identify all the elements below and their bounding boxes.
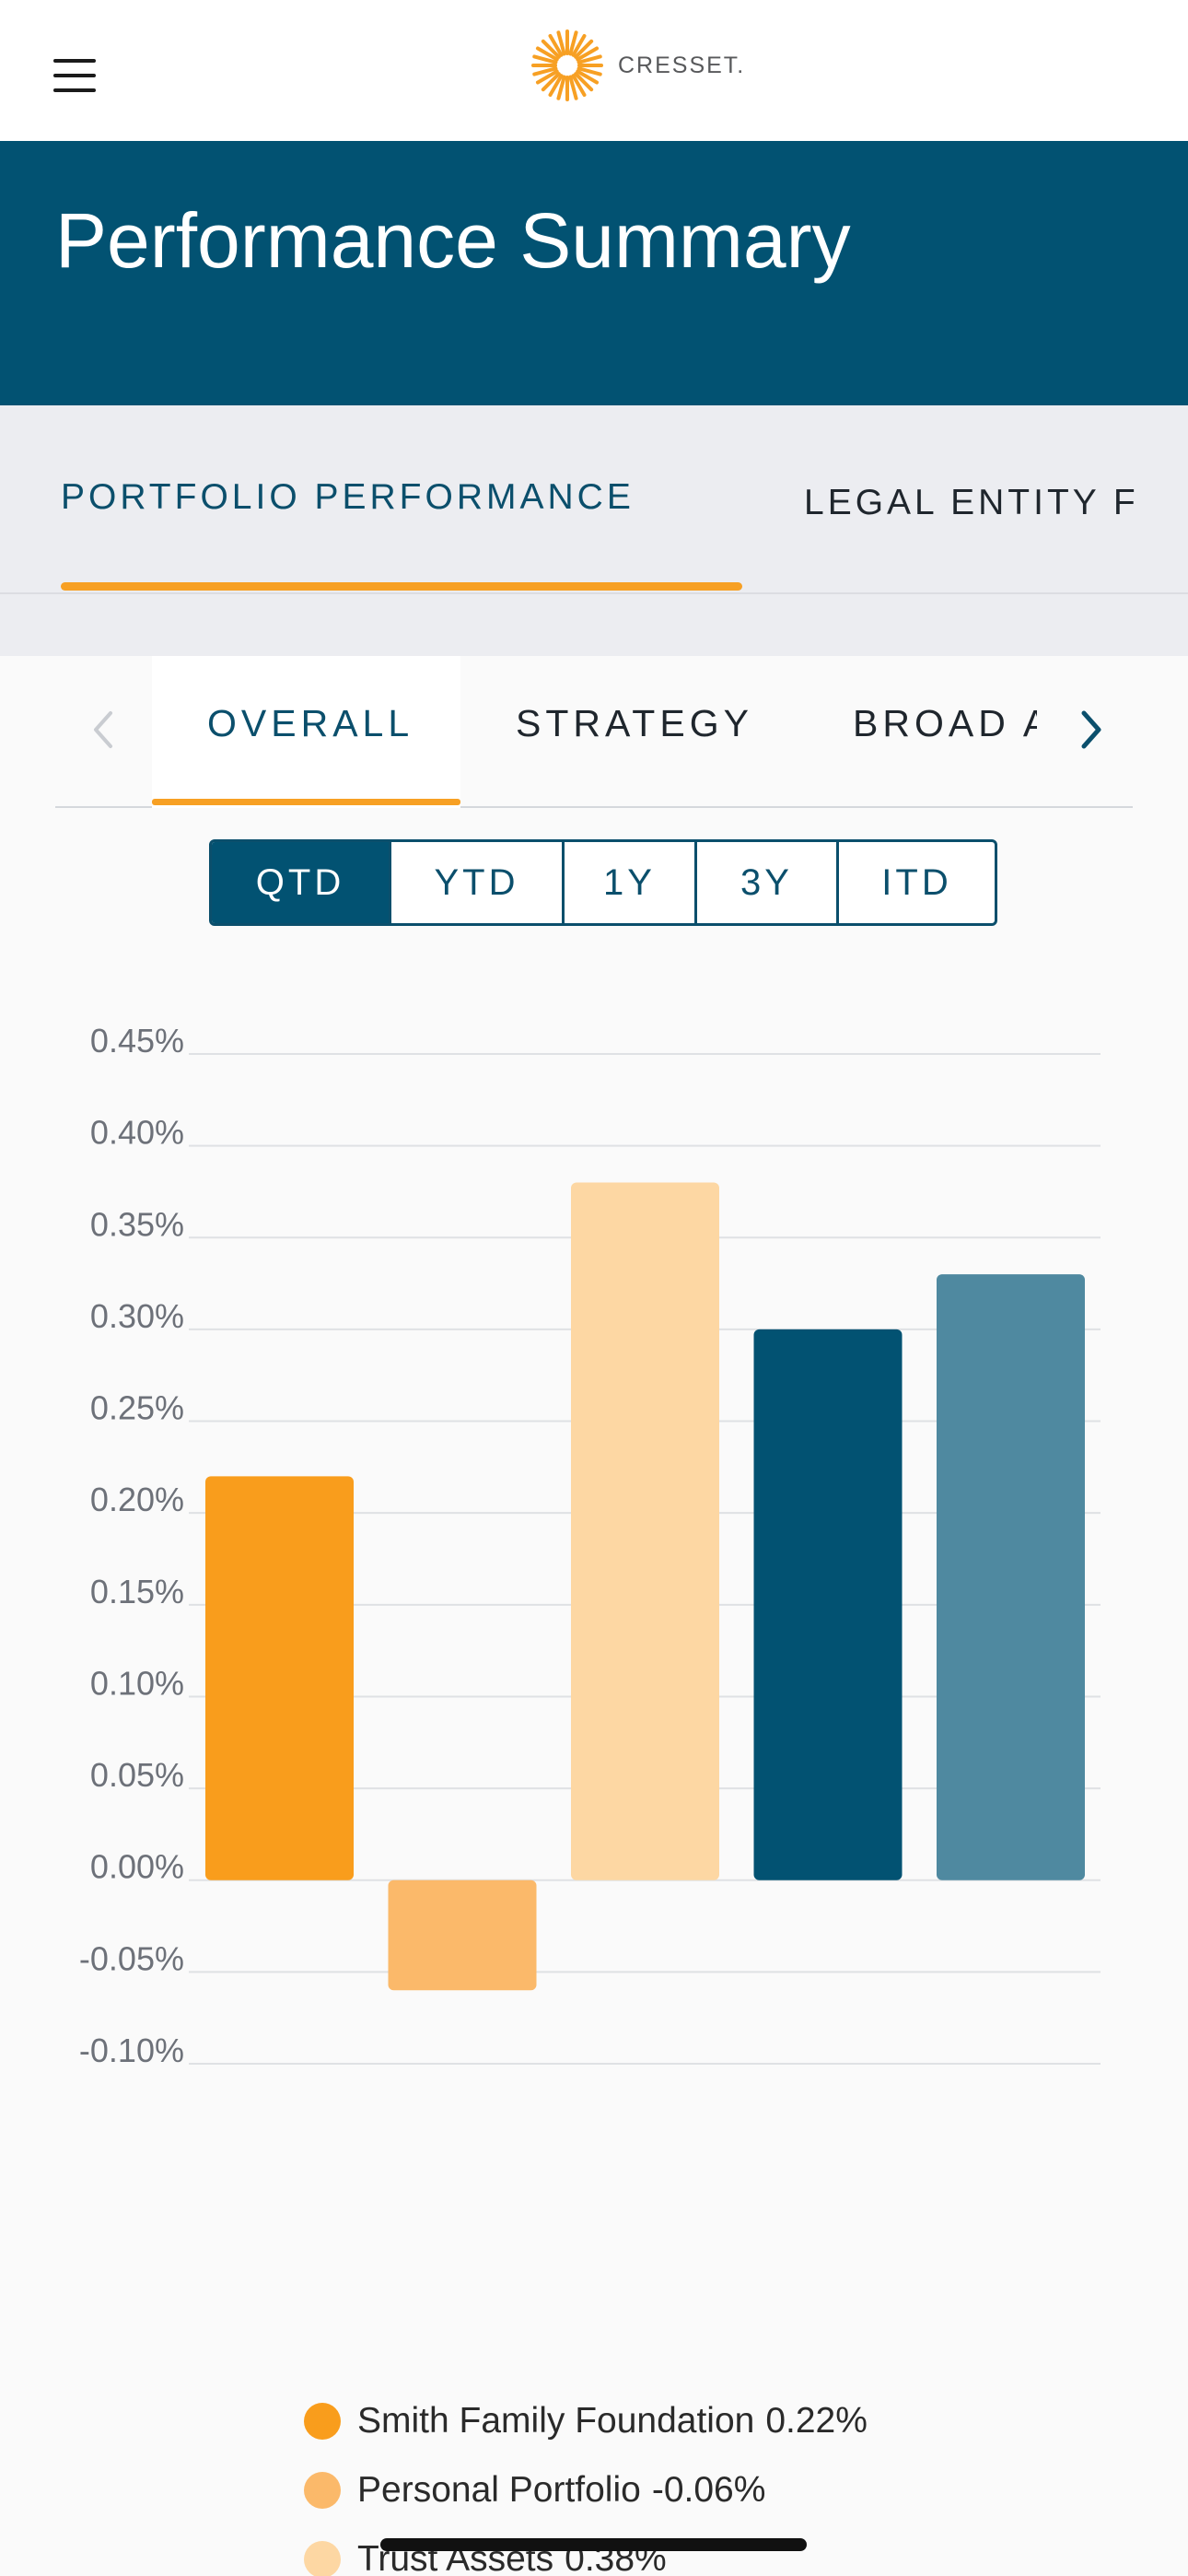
y-tick-label: 0.10% — [90, 1664, 184, 1702]
page-title: Performance Summary — [55, 197, 851, 284]
y-tick-label: 0.35% — [90, 1205, 184, 1243]
y-tick-label: 0.45% — [90, 1022, 184, 1060]
period-qtd-button[interactable]: QTD — [212, 842, 391, 923]
legend-item[interactable]: Personal Portfolio -0.06% — [304, 2455, 868, 2524]
y-tick-label: 0.40% — [90, 1114, 184, 1152]
performance-chart: 0.45% 0.40% 0.35% 0.30% 0.25% 0.20% 0.15% 0.10%… — [0, 988, 1188, 2204]
chevron-left-icon[interactable] — [85, 702, 122, 757]
home-indicator — [380, 2538, 807, 2551]
legend-dot — [304, 2471, 341, 2509]
bar-chart: 0.45% 0.40% 0.35% 0.30% 0.25% 0.20% 0.15% 0.10%… — [79, 1022, 1101, 2069]
sub-tab-strategy[interactable]: STRATEGY — [516, 702, 753, 744]
performance-content: OVERALL STRATEGY BROAD A QTD YTD 1Y 3Y I… — [0, 656, 1188, 2576]
chart-bar[interactable] — [205, 1476, 354, 1880]
main-tabs: PORTFOLIO PERFORMANCE LEGAL ENTITY F — [0, 405, 1188, 656]
y-tick-label: 0.15% — [90, 1573, 184, 1610]
sub-tabs: OVERALL STRATEGY BROAD A — [55, 656, 1133, 808]
y-tick-label: 0.05% — [90, 1756, 184, 1794]
chart-bar[interactable] — [753, 1329, 903, 1880]
chart-bar[interactable] — [937, 1274, 1085, 1880]
period-ytd-button[interactable]: YTD — [391, 842, 565, 923]
tab-portfolio-performance[interactable]: PORTFOLIO PERFORMANCE — [61, 477, 635, 517]
sub-tab-overall[interactable]: OVERALL — [207, 702, 414, 744]
y-tick-label: 0.00% — [90, 1848, 184, 1886]
legend-label: Personal Portfolio — [357, 2469, 641, 2510]
y-tick-label: 0.20% — [90, 1481, 184, 1518]
legend-item[interactable]: Smith Family Foundation 0.22% — [304, 2386, 868, 2455]
tab-divider — [0, 592, 1188, 594]
active-tab-indicator — [61, 582, 742, 591]
title-banner: Performance Summary — [0, 141, 1188, 405]
legend-dot — [304, 2402, 341, 2440]
top-header: CRESSET. — [0, 0, 1188, 141]
period-itd-button[interactable]: ITD — [881, 861, 952, 903]
y-tick-label: -0.05% — [79, 1939, 184, 1977]
legend-dot — [304, 2540, 341, 2576]
y-tick-label: -0.10% — [79, 2032, 184, 2069]
chart-bar[interactable] — [571, 1182, 719, 1880]
tab-legal-entity[interactable]: LEGAL ENTITY F — [804, 483, 1139, 522]
sunburst-logo-icon — [531, 29, 603, 101]
sub-tab-indicator — [152, 799, 460, 805]
period-selector: QTD YTD 1Y 3Y ITD — [209, 839, 997, 926]
sub-tab-broad[interactable]: BROAD A — [853, 702, 1037, 744]
period-1y-button[interactable]: 1Y — [565, 842, 697, 923]
chevron-right-icon[interactable] — [1073, 702, 1110, 757]
hamburger-menu-icon[interactable] — [53, 57, 98, 94]
period-3y-button[interactable]: 3Y — [697, 842, 839, 923]
legend-value: -0.06% — [651, 2469, 766, 2510]
y-tick-label: 0.30% — [90, 1297, 184, 1335]
legend-value: 0.22% — [765, 2400, 868, 2441]
chart-bar[interactable] — [388, 1879, 537, 1991]
y-tick-label: 0.25% — [90, 1389, 184, 1427]
cresset-logo[interactable]: CRESSET. — [530, 26, 745, 105]
legend-label: Smith Family Foundation — [357, 2400, 755, 2441]
logo-text: CRESSET. — [618, 52, 746, 78]
